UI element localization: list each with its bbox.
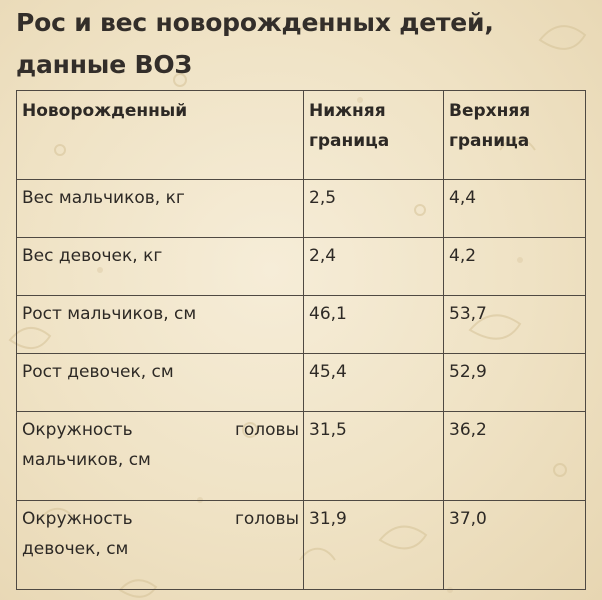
upper-value: 4,2 <box>443 237 586 296</box>
table-row: Окружность головы мальчиков, см 31,5 36,… <box>16 411 586 501</box>
table-row: Окружность головы девочек, см 31,9 37,0 <box>16 500 586 590</box>
row-label-line2: мальчиков, см <box>22 450 151 470</box>
upper-value: 53,7 <box>443 295 586 354</box>
lower-value: 46,1 <box>303 295 444 354</box>
column-header-upper: Верхняя граница <box>443 90 586 180</box>
row-label: Окружность головы мальчиков, см <box>16 411 304 501</box>
upper-value: 4,4 <box>443 179 586 238</box>
row-label-line2: девочек, см <box>22 539 129 559</box>
row-label: Вес девочек, кг <box>16 237 304 296</box>
table-row: Вес мальчиков, кг 2,5 4,4 <box>16 179 586 238</box>
upper-value: 37,0 <box>443 500 586 590</box>
column-header-newborn: Новорожденный <box>16 90 304 180</box>
lower-value: 31,5 <box>303 411 444 501</box>
row-label-word: головы <box>234 509 299 529</box>
row-label: Рост мальчиков, см <box>16 295 304 354</box>
lower-value: 2,4 <box>303 237 444 296</box>
row-label-word: головы <box>234 420 299 440</box>
upper-value: 36,2 <box>443 411 586 501</box>
lower-value: 31,9 <box>303 500 444 590</box>
row-label: Рост девочек, см <box>16 353 304 412</box>
table-header-row: Новорожденный Нижняя граница Верхняя гра… <box>16 90 586 180</box>
table-row: Вес девочек, кг 2,4 4,2 <box>16 237 586 296</box>
row-label: Окружность головы девочек, см <box>16 500 304 590</box>
upper-value: 52,9 <box>443 353 586 412</box>
growth-table: Новорожденный Нижняя граница Верхняя гра… <box>16 90 586 590</box>
page-title: Рос и вес новорожденных детей, данные ВО… <box>16 8 494 79</box>
table-row: Рост девочек, см 45,4 52,9 <box>16 353 586 412</box>
row-label-word: Окружность <box>22 420 133 440</box>
lower-value: 45,4 <box>303 353 444 412</box>
column-header-lower: Нижняя граница <box>303 90 444 180</box>
row-label-word: Окружность <box>22 509 133 529</box>
row-label: Вес мальчиков, кг <box>16 179 304 238</box>
table-row: Рост мальчиков, см 46,1 53,7 <box>16 295 586 354</box>
row-label-line1: Окружность головы <box>22 415 299 445</box>
lower-value: 2,5 <box>303 179 444 238</box>
row-label-line1: Окружность головы <box>22 504 299 534</box>
